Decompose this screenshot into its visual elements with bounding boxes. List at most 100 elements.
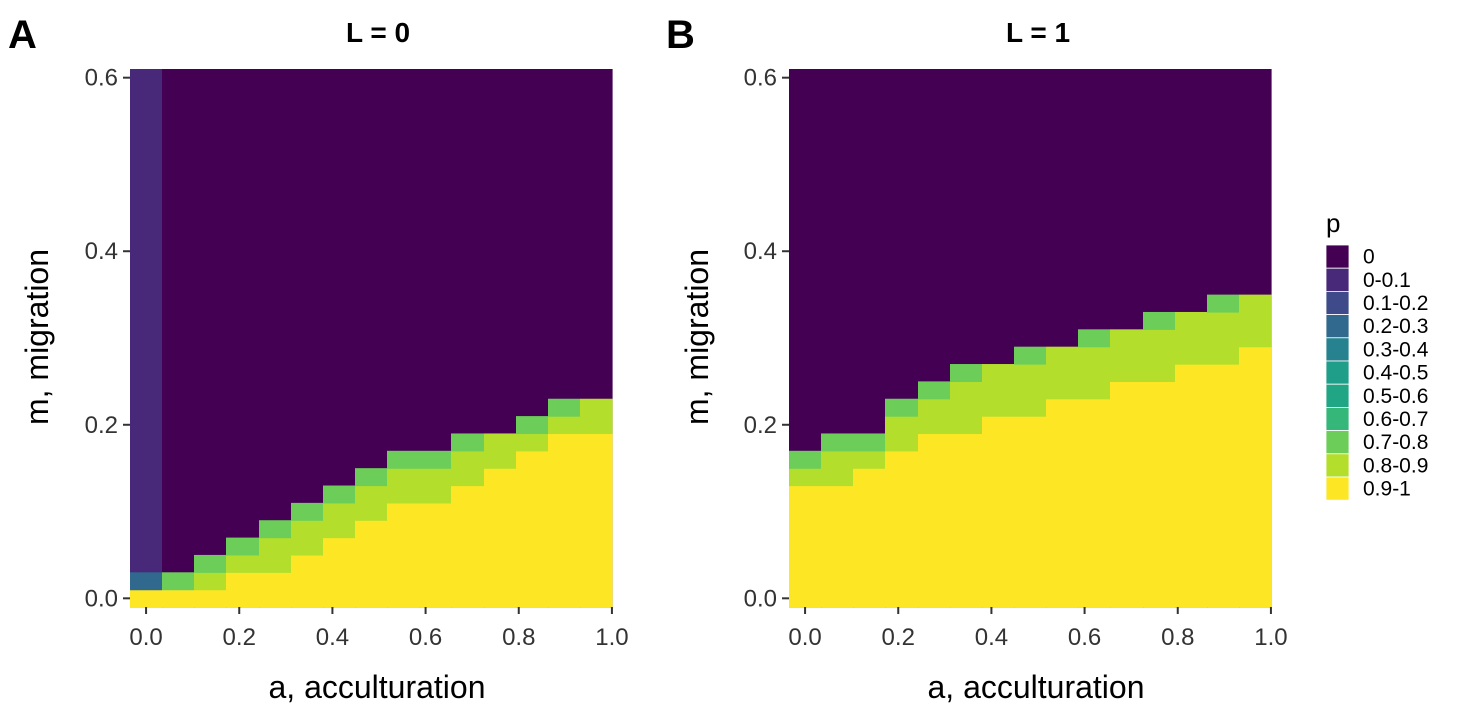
heatmap-cell-0-4-2 [259,520,292,539]
heatmap-cell-1-6-1 [982,381,1015,400]
heatmap-cell-1-1-1 [821,450,854,469]
heatmap-cell-1-7-1 [1014,381,1047,400]
y-tick-label-0-1: 0.2 [85,412,118,439]
x-tick-label-1-1: 0.2 [882,624,915,651]
legend-label-5: 0.4-0.5 [1363,362,1428,385]
heatmap-cell-bg-0-4 [259,69,292,608]
heatmap-cell-0-10-1 [451,450,485,469]
heatmap-cell-0-6-1 [323,502,356,521]
heatmap-cell-high-0-2 [194,589,227,608]
panel-a-heatmap [130,69,613,608]
legend-label-8: 0.7-0.8 [1363,431,1428,454]
y-tick-label-1-3: 0.6 [744,65,777,92]
panel-a-y-axis-title: m, migration [19,249,55,425]
heatmap-cell-high-1-4 [918,433,951,608]
heatmap-cell-1-9-3 [1078,329,1111,348]
heatmap-cell-high-1-7 [1014,416,1047,608]
heatmap-cell-1-7-2 [1014,364,1047,382]
heatmap-cell-1-12-1 [1175,329,1208,348]
heatmap-cell-0-2-1 [194,554,227,573]
legend-swatch-2 [1325,290,1350,315]
heatmap-cell-1-4-2 [918,381,951,400]
legend-label-1: 0-0.1 [1363,269,1411,292]
heatmap-cell-0-1-0 [162,572,195,591]
heatmap-cell-bg-0-2 [194,69,227,608]
panel-b-label: B [666,13,695,57]
legend-title: p [1326,208,1340,238]
heatmap-cell-1-5-0 [950,416,983,435]
heatmap-cell-1-12-0 [1175,346,1208,365]
heatmap-cell-1-5-3 [950,364,983,382]
x-tick-label-1-0: 0.0 [788,624,821,651]
heatmap-cell-1-13-3 [1207,294,1240,313]
heatmap-cell-0-0-0 [130,572,163,591]
heatmap-cell-high-1-0 [789,485,822,608]
heatmap-cell-0-2-0 [194,572,227,591]
heatmap-cell-1-10-1 [1110,346,1144,365]
panel-b-heatmap [789,69,1272,608]
heatmap-cell-1-11-1 [1143,346,1176,365]
heatmap-cell-high-0-0 [130,589,163,608]
heatmap-cell-0-5-0 [291,537,324,556]
heatmap-cell-1-6-0 [982,398,1015,417]
legend-swatch-3 [1325,314,1350,339]
heatmap-cell-1-14-2 [1239,294,1272,313]
heatmap-cell-1-8-1 [1046,364,1079,382]
x-tick-label-0-5: 1.0 [595,624,628,651]
heatmap-cell-high-1-5 [950,433,983,608]
heatmap-cell-0-9-1 [419,468,452,487]
heatmap-cell-0-13-0 [548,416,581,435]
heatmap-cell-1-13-2 [1207,311,1240,330]
heatmap-cell-1-1-2 [821,433,854,452]
legend-label-7: 0.6-0.7 [1363,408,1428,431]
heatmap-cell-high-0-13 [548,433,581,608]
heatmap-cell-1-8-2 [1046,346,1079,365]
legend-swatch-6 [1325,383,1350,408]
heatmap-cell-high-0-10 [451,485,485,608]
legend-label-9: 0.8-0.9 [1363,454,1428,477]
x-tick-label-1-4: 0.8 [1161,624,1194,651]
legend-swatch-10 [1325,476,1350,501]
legend: p 00-0.10.1-0.20.2-0.30.3-0.40.4-0.50.5-… [1325,208,1429,501]
heatmap-cell-1-2-0 [853,450,886,469]
heatmap-cell-high-1-2 [853,468,886,608]
heatmap-cell-high-1-3 [885,450,919,608]
heatmap-cell-1-3-1 [885,416,919,435]
heatmap-cell-1-11-0 [1143,364,1176,382]
heatmap-cell-bg-0-0 [130,69,163,608]
heatmap-cell-0-13-1 [548,398,581,417]
heatmap-cell-high-0-4 [259,572,292,608]
heatmap-cell-1-0-1 [789,450,822,469]
heatmap-cell-0-14-0 [580,416,613,435]
heatmap-cell-high-0-14 [580,433,613,608]
heatmap-cell-high-0-12 [516,450,549,608]
heatmap-cell-1-3-2 [885,398,919,417]
heatmap-cell-0-4-0 [259,554,292,573]
y-tick-label-0-0: 0.0 [85,585,118,612]
heatmap-cell-0-11-1 [484,433,517,452]
heatmap-cell-0-9-2 [419,450,452,469]
heatmap-cell-0-12-1 [516,416,549,435]
heatmap-cell-high-0-1 [162,589,195,608]
heatmap-cell-high-0-8 [387,502,420,608]
heatmap-cell-1-0-0 [789,468,822,487]
y-tick-label-1-2: 0.4 [744,238,777,265]
panel-a-title: L = 0 [346,17,410,48]
legend-swatch-9 [1325,453,1350,478]
heatmap-cell-0-10-2 [451,433,485,452]
heatmap-cell-0-8-0 [387,485,420,504]
heatmap-cell-high-0-7 [355,520,388,608]
heatmap-cell-0-7-1 [355,485,388,504]
heatmap-cell-high-0-11 [484,468,517,608]
heatmap-cell-1-9-0 [1078,381,1111,400]
heatmap-cell-0-3-1 [226,537,260,556]
heatmap-cell-0-10-0 [451,468,485,487]
heatmap-cell-bg-0-3 [226,69,260,608]
legend-swatch-1 [1325,267,1350,292]
heatmap-cell-0-11-0 [484,450,517,469]
heatmap-cell-1-11-3 [1143,311,1176,330]
x-tick-label-0-2: 0.4 [316,624,349,651]
heatmap-cell-1-12-2 [1175,311,1208,330]
legend-label-10: 0.9-1 [1363,478,1411,501]
panel-a-axes: 0.0 0.2 0.4 0.6 0.0 0.2 0.4 0.6 0.8 1.0 [85,65,629,651]
